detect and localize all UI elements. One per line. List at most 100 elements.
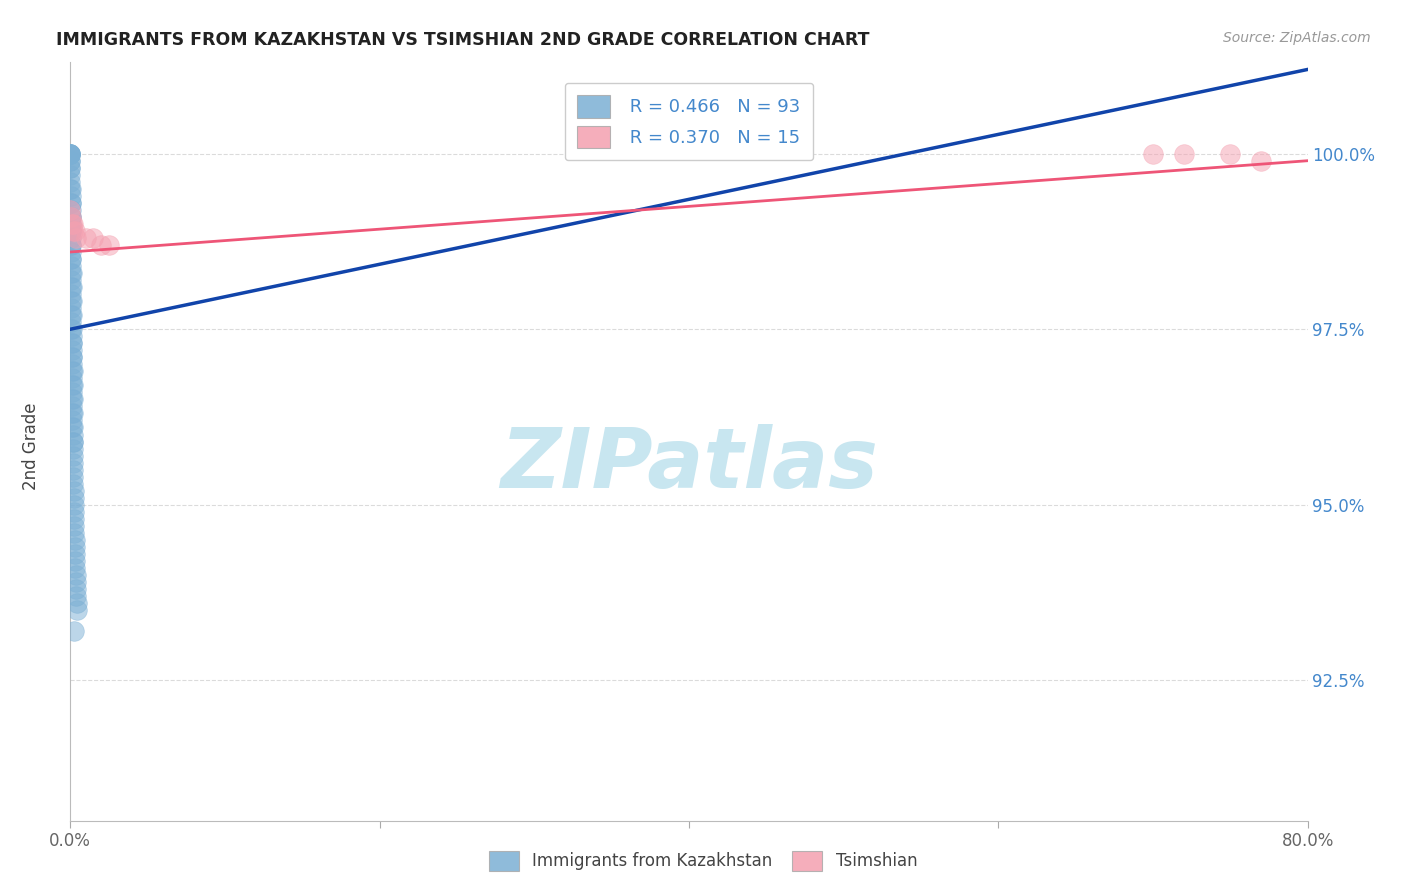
Point [60,280,83,294]
Point [59,189,82,203]
Point [98,238,120,252]
Point [63,547,86,561]
Point [59,202,82,217]
Point [66,603,89,617]
Point [90,238,112,252]
Point [63,498,86,512]
Point [60,266,83,280]
Point [60,287,83,301]
Point [60,308,83,322]
Point [60,217,83,231]
Point [60,357,83,371]
Point [60,301,83,315]
Point [82,231,105,245]
Point [63,525,86,540]
Point [59,231,82,245]
Text: 2nd Grade: 2nd Grade [22,402,39,490]
Point [63,512,86,526]
Point [62,449,84,463]
Legend:  R = 0.466   N = 93,  R = 0.370   N = 15: R = 0.466 N = 93, R = 0.370 N = 15 [565,83,813,161]
Point [59,161,82,175]
Point [59,252,82,266]
Point [60,385,83,400]
Point [63,505,86,519]
Point [59,161,82,175]
Point [60,378,83,392]
Point [60,351,83,365]
Point [60,392,83,407]
Point [62,427,84,442]
Point [59,210,82,224]
Point [1219,146,1241,161]
Point [59,195,82,210]
Point [60,294,83,309]
Point [62,217,84,231]
Point [62,407,84,421]
Point [60,315,83,329]
Point [60,336,83,351]
Point [62,442,84,456]
Point [1173,146,1195,161]
Point [59,146,82,161]
Point [60,238,83,252]
Point [63,518,86,533]
Point [59,224,82,238]
Point [59,273,82,287]
Point [59,217,82,231]
Point [59,146,82,161]
Point [1142,146,1164,161]
Point [59,259,82,273]
Point [59,195,82,210]
Point [1250,153,1272,168]
Point [63,533,86,547]
Point [62,392,84,407]
Text: ZIPatlas: ZIPatlas [501,424,877,505]
Point [60,371,83,385]
Point [59,202,82,217]
Point [65,568,87,582]
Point [60,322,83,336]
Text: Source: ZipAtlas.com: Source: ZipAtlas.com [1223,31,1371,45]
Point [60,343,83,358]
Point [66,596,89,610]
Point [65,231,87,245]
Point [59,182,82,196]
Point [60,252,83,266]
Point [62,434,84,449]
Point [62,483,84,498]
Point [65,589,87,603]
Point [62,413,84,427]
Legend: Immigrants from Kazakhstan, Tsimshian: Immigrants from Kazakhstan, Tsimshian [481,842,925,880]
Point [60,336,83,351]
Point [62,364,84,378]
Point [65,574,87,589]
Point [60,322,83,336]
Point [59,153,82,168]
Point [60,294,83,309]
Point [62,456,84,470]
Point [75,231,97,245]
Point [60,224,83,238]
Point [59,175,82,189]
Point [62,491,84,505]
Point [65,582,87,596]
Point [65,561,87,575]
Point [62,434,84,449]
Point [62,420,84,434]
Point [62,224,84,238]
Point [60,280,83,294]
Point [65,554,87,568]
Point [62,469,84,483]
Point [60,364,83,378]
Point [59,146,82,161]
Point [59,266,82,280]
Point [59,153,82,168]
Point [59,146,82,161]
Point [60,407,83,421]
Point [60,210,83,224]
Point [63,224,86,238]
Point [59,168,82,182]
Point [59,146,82,161]
Point [59,238,82,252]
Point [60,400,83,414]
